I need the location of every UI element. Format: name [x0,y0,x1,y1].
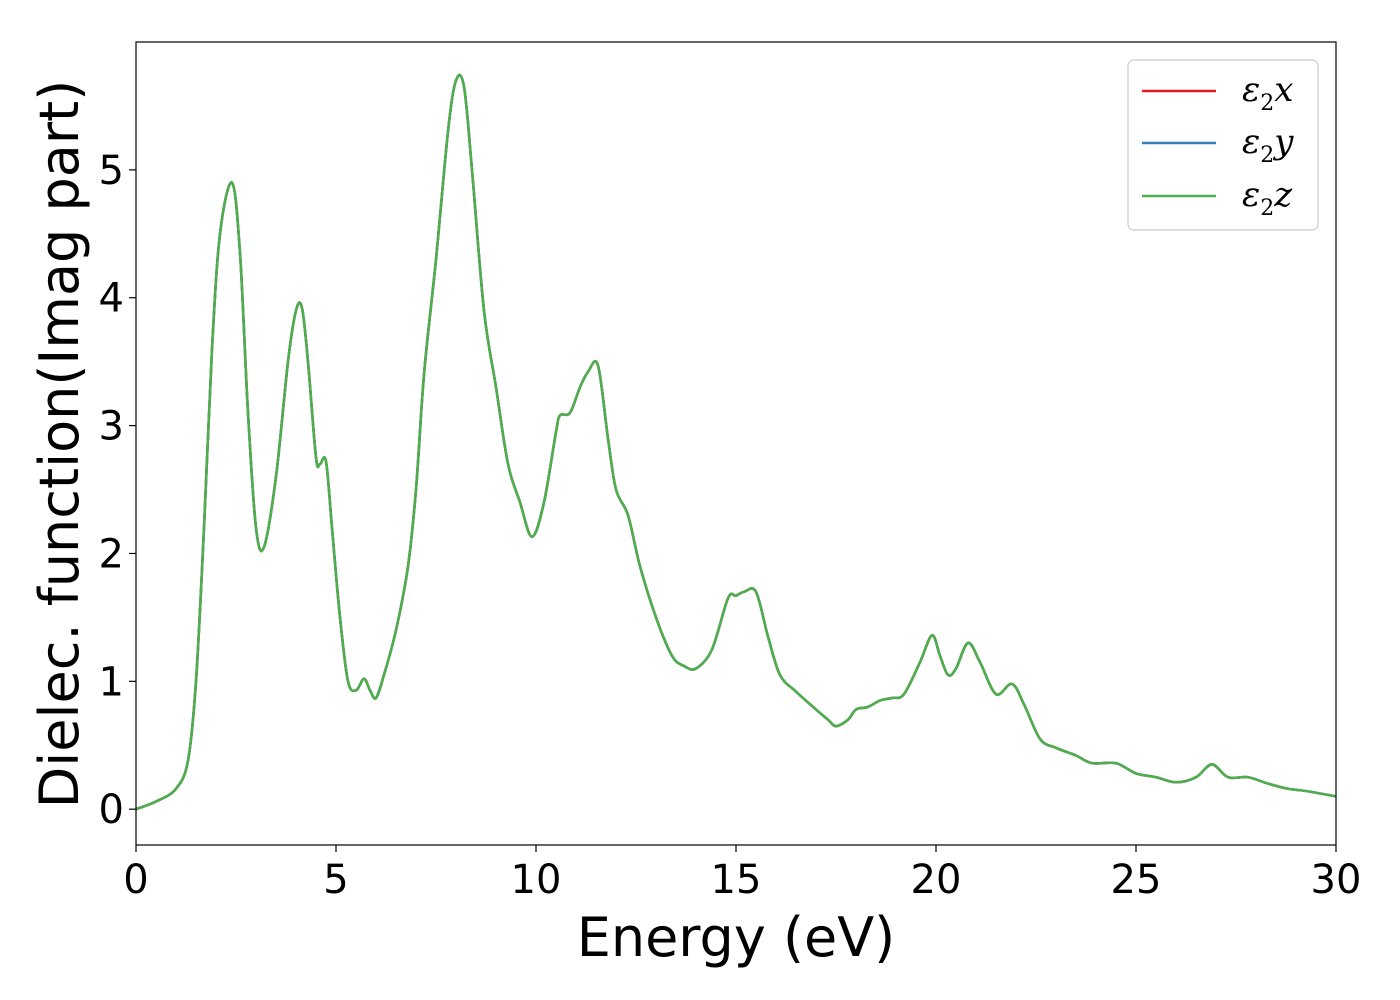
x-tick-label: 5 [323,857,348,903]
legend: ε2x ε2y ε2z [1127,59,1319,231]
legend-subscript: 2 [1260,196,1274,221]
x-axis-label: Energy (eV) [577,906,896,969]
legend-axis: x [1274,70,1293,110]
y-tick-label: 2 [99,531,124,577]
legend-subscript: 2 [1260,91,1274,116]
y-tick-label: 5 [99,148,124,194]
x-axis-ticks: 0 5 10 15 20 25 30 [123,845,1361,903]
legend-symbol: ε [1242,122,1260,162]
legend-entry-z: ε2z [1242,175,1293,221]
series-line-z [135,73,1337,811]
legend-entry-x: ε2x [1242,70,1293,116]
x-tick-label: 0 [123,857,148,903]
y-axis-label: Dielec. function(Imag part) [28,80,91,809]
x-tick-label: 20 [911,857,962,903]
x-tick-label: 10 [511,857,562,903]
x-tick-label: 25 [1111,857,1162,903]
legend-frame [1127,59,1319,231]
y-tick-label: 4 [99,276,124,322]
y-tick-label: 0 [99,787,124,833]
series-layer [135,73,1337,811]
y-axis-ticks: 0 1 2 3 4 5 [99,148,136,833]
x-tick-label: 15 [711,857,762,903]
legend-subscript: 2 [1260,143,1274,168]
y-tick-label: 3 [99,404,124,450]
x-tick-label: 30 [1311,857,1362,903]
legend-axis: y [1272,122,1294,162]
legend-axis: z [1273,175,1293,215]
legend-symbol: ε [1242,175,1260,215]
y-tick-label: 1 [99,659,124,705]
legend-symbol: ε [1242,70,1260,110]
legend-entry-y: ε2y [1242,122,1294,168]
